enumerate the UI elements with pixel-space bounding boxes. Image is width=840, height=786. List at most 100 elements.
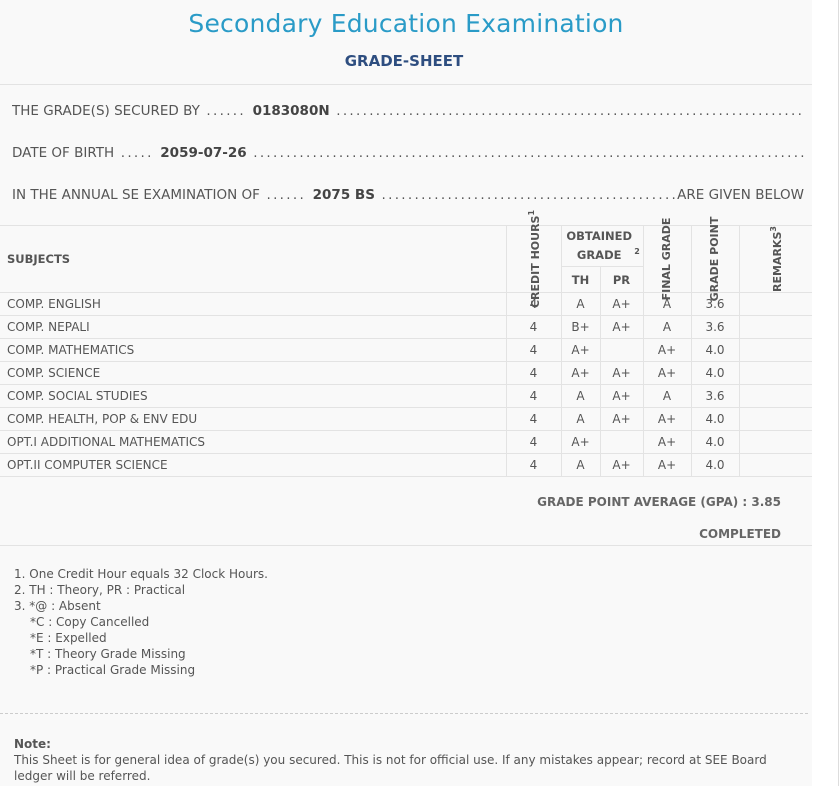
subject-cell: COMP. SCIENCE [0, 361, 506, 385]
exam-suffix: ARE GIVEN BELOW [677, 187, 804, 203]
remarks-cell [738, 338, 812, 362]
grade-point-cell: 4.0 [690, 338, 739, 362]
footnote-item: *T : Theory Grade Missing [30, 647, 186, 661]
page-title: Secondary Education Examination [188, 9, 624, 38]
footnote-item: 3. *@ : Absent [14, 599, 101, 613]
footnote-item: 1. One Credit Hour equals 32 Clock Hours… [14, 567, 268, 581]
th-header: TH [560, 266, 600, 293]
remarks-cell [738, 407, 812, 431]
pr-grade-cell: A+ [599, 292, 643, 316]
subject-cell: COMP. SOCIAL STUDIES [0, 384, 506, 408]
footnote-item: 2. TH : Theory, PR : Practical [14, 583, 186, 597]
exam-line: IN THE ANNUAL SE EXAMINATION OF ...... 2… [12, 187, 804, 203]
secured-by-label: THE GRADE(S) SECURED BY [12, 103, 200, 119]
table-row: COMP. SCIENCE 4 A+ A+ A+ 4.0 [0, 361, 812, 385]
remarks-cell [738, 453, 812, 477]
table-row: COMP. ENGLISH 4 A A+ A 3.6 [0, 292, 812, 316]
final-grade-header: FINAL GRADE [642, 218, 691, 300]
right-gutter [812, 0, 840, 786]
grade-sheet: Secondary Education Examination GRADE-SH… [0, 9, 812, 783]
footnotes: 1. One Credit Hour equals 32 Clock Hours… [14, 566, 268, 678]
remarks-cell [738, 430, 812, 454]
result-status: COMPLETED [699, 527, 781, 541]
credit-cell: 4 [505, 338, 561, 362]
final-grade-cell: A+ [642, 338, 691, 362]
gpa-summary: GRADE POINT AVERAGE (GPA) : 3.85 [537, 495, 781, 509]
final-grade-cell: A+ [642, 361, 691, 385]
subject-cell: COMP. ENGLISH [0, 292, 506, 316]
remarks-cell [738, 315, 812, 339]
th-grade-cell: A [560, 407, 600, 431]
final-grade-cell: A [642, 292, 691, 316]
divider [0, 225, 812, 226]
symbol-number: 0183080N [252, 103, 330, 119]
remarks-cell [738, 384, 812, 408]
credit-cell: 4 [505, 384, 561, 408]
table-row: COMP. HEALTH, POP & ENV EDU 4 A A+ A+ 4.… [0, 407, 812, 431]
dob-label: DATE OF BIRTH [12, 145, 115, 161]
obtained-grade-header: OBTAINED GRADE 2 [560, 226, 643, 267]
credit-cell: 4 [505, 453, 561, 477]
divider [0, 84, 812, 85]
table-row: OPT.I ADDITIONAL MATHEMATICS 4 A+ A+ 4.0 [0, 430, 812, 454]
pr-grade-cell [599, 338, 643, 362]
th-grade-cell: A [560, 453, 600, 477]
grade-point-cell: 3.6 [690, 315, 739, 339]
grade-point-cell: 4.0 [690, 453, 739, 477]
table-row: OPT.II COMPUTER SCIENCE 4 A A+ A+ 4.0 [0, 453, 812, 477]
exam-label: IN THE ANNUAL SE EXAMINATION OF [12, 187, 260, 203]
th-grade-cell: A [560, 292, 600, 316]
subject-cell: COMP. MATHEMATICS [0, 338, 506, 362]
footnote-item: *E : Expelled [30, 631, 107, 645]
credit-cell: 4 [505, 292, 561, 316]
right-divider [838, 0, 839, 786]
final-grade-cell: A+ [642, 430, 691, 454]
footnote-item: *P : Practical Grade Missing [30, 663, 196, 677]
exam-year: 2075 BS [312, 187, 375, 203]
final-grade-cell: A+ [642, 407, 691, 431]
final-grade-cell: A [642, 315, 691, 339]
divider [0, 545, 812, 546]
page-subtitle: GRADE-SHEET [344, 52, 464, 70]
remarks-header: REMARKS3 [738, 226, 812, 293]
note-label: Note: [14, 737, 51, 751]
subjects-header: SUBJECTS [0, 226, 506, 293]
final-grade-cell: A [642, 384, 691, 408]
dob-value: 2059-07-26 [160, 145, 247, 161]
subject-cell: COMP. HEALTH, POP & ENV EDU [0, 407, 506, 431]
secured-by-line: THE GRADE(S) SECURED BY ...... 0183080N … [12, 103, 804, 119]
pr-grade-cell [599, 430, 643, 454]
grades-table: SUBJECTS CREDIT HOURS1 OBTAINED GRADE 2 F… [0, 210, 812, 477]
dob-line: DATE OF BIRTH ..... 2059-07-26 .........… [12, 145, 804, 161]
table-row: COMP. MATHEMATICS 4 A+ A+ 4.0 [0, 338, 812, 362]
pr-grade-cell: A+ [599, 361, 643, 385]
pr-grade-cell: A+ [599, 453, 643, 477]
final-grade-cell: A+ [642, 453, 691, 477]
th-grade-cell: A [560, 384, 600, 408]
th-grade-cell: A+ [560, 338, 600, 362]
credit-cell: 4 [505, 315, 561, 339]
pr-grade-cell: A+ [599, 315, 643, 339]
grade-point-cell: 4.0 [690, 407, 739, 431]
credit-cell: 4 [505, 361, 561, 385]
footnote-item: *C : Copy Cancelled [30, 615, 150, 629]
grade-point-header: GRADE POINT [690, 217, 739, 301]
pr-grade-cell: A+ [599, 407, 643, 431]
table-row: COMP. SOCIAL STUDIES 4 A A+ A 3.6 [0, 384, 812, 408]
subject-cell: OPT.I ADDITIONAL MATHEMATICS [0, 430, 506, 454]
grade-point-cell: 3.6 [690, 384, 739, 408]
credit-cell: 4 [505, 407, 561, 431]
table-row: COMP. NEPALI 4 B+ A+ A 3.6 [0, 315, 812, 339]
subject-cell: OPT.II COMPUTER SCIENCE [0, 453, 506, 477]
th-grade-cell: A+ [560, 361, 600, 385]
grade-point-cell: 4.0 [690, 430, 739, 454]
credit-hours-header: CREDIT HOURS1 [505, 210, 561, 308]
remarks-cell [738, 361, 812, 385]
credit-cell: 4 [505, 430, 561, 454]
pr-header: PR [599, 266, 643, 293]
th-grade-cell: B+ [560, 315, 600, 339]
grade-point-cell: 3.6 [690, 292, 739, 316]
dashed-divider [0, 713, 808, 714]
subject-cell: COMP. NEPALI [0, 315, 506, 339]
pr-grade-cell: A+ [599, 384, 643, 408]
